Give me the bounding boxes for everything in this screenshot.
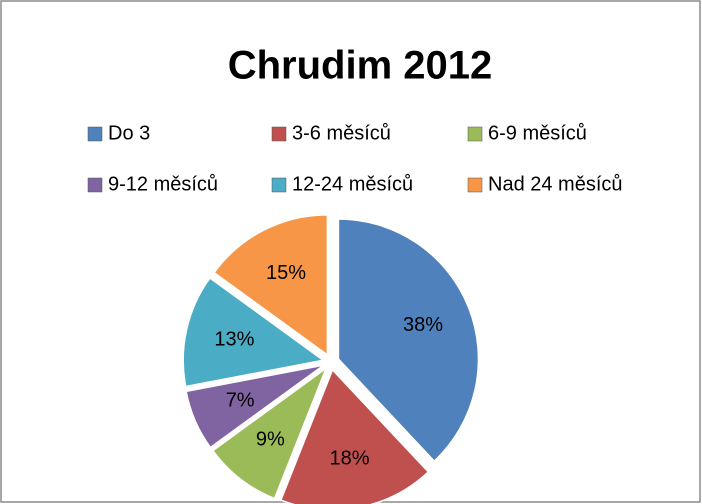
legend-text: 6-9 měsíců [488, 122, 587, 144]
legend-text: 9-12 měsíců [108, 173, 218, 195]
pie-slice [211, 366, 328, 500]
chart-title: Chrudim 2012 [228, 44, 493, 88]
legend-swatch [87, 177, 103, 193]
slice-label: 18% [330, 448, 370, 470]
slice-label: 9% [256, 429, 285, 451]
slice-label: 13% [214, 329, 254, 351]
legend-swatch [271, 177, 287, 193]
legend-text: Nad 24 měsíců [488, 173, 623, 195]
legend-text: Do 3 [108, 122, 150, 144]
pie-slice [182, 276, 326, 388]
pie-slice [279, 368, 430, 504]
legend-text: 12-24 měsíců [292, 173, 413, 195]
slice-label: 38% [403, 314, 443, 336]
legend-swatch [467, 126, 483, 142]
legend-swatch [87, 126, 103, 142]
legend-swatch [467, 177, 483, 193]
legend-swatch [271, 126, 287, 142]
pie-slice [337, 218, 480, 463]
pie-slice [185, 364, 325, 449]
slice-label: 15% [266, 262, 306, 284]
legend-text: 3-6 měsíců [292, 122, 391, 144]
pie-slice [213, 214, 329, 357]
slice-label: 7% [226, 390, 255, 412]
